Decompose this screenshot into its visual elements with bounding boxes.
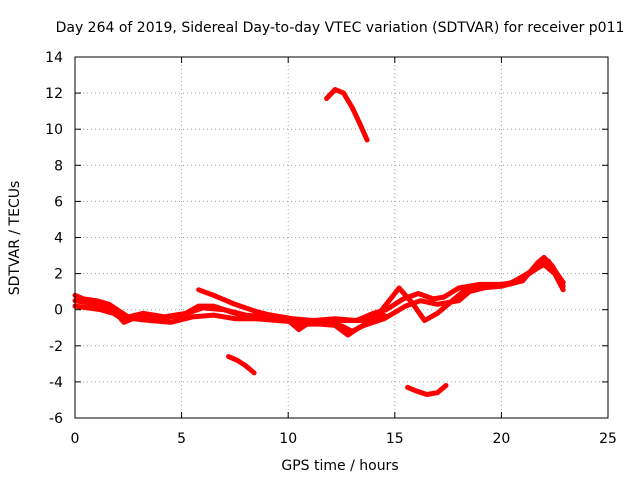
ticks: 0 5 10 15 20 25 -6 -4 -2 0 2 4 6 8 10 12 14: [45, 50, 617, 447]
x-tick-label: 10: [279, 431, 297, 447]
chart-title: Day 264 of 2019, Sidereal Day-to-day VTE…: [56, 20, 625, 36]
grid: [75, 57, 608, 418]
series-upper-arc: [324, 87, 370, 143]
x-tick-label: 25: [599, 431, 617, 447]
series-lower-left-segment: [226, 354, 257, 376]
x-tick-label: 0: [71, 431, 80, 447]
y-tick-label: -2: [49, 339, 63, 355]
y-axis-title: SDTVAR / TECUs: [7, 181, 23, 296]
series-layer: [72, 87, 566, 397]
y-tick-label: 14: [45, 50, 63, 66]
y-tick-label: 4: [54, 231, 63, 247]
y-tick-label: 10: [45, 122, 63, 138]
y-tick-label: 0: [54, 303, 63, 319]
y-tick-label: -4: [49, 375, 63, 391]
x-axis-title: GPS time / hours: [281, 458, 398, 474]
plot-frame: [74, 56, 609, 419]
y-tick-label: 12: [45, 86, 63, 102]
y-tick-label: 6: [54, 194, 63, 210]
series-main-trace-3: [72, 258, 566, 323]
y-tick-label: -6: [49, 411, 63, 427]
x-tick-label: 5: [177, 431, 186, 447]
series-diagonal-trace: [196, 287, 387, 327]
y-tick-label: 2: [54, 267, 63, 283]
y-tick-label: 8: [54, 158, 63, 174]
x-tick-label: 20: [492, 431, 510, 447]
x-tick-label: 15: [386, 431, 404, 447]
series-lower-right-arc: [405, 383, 449, 397]
